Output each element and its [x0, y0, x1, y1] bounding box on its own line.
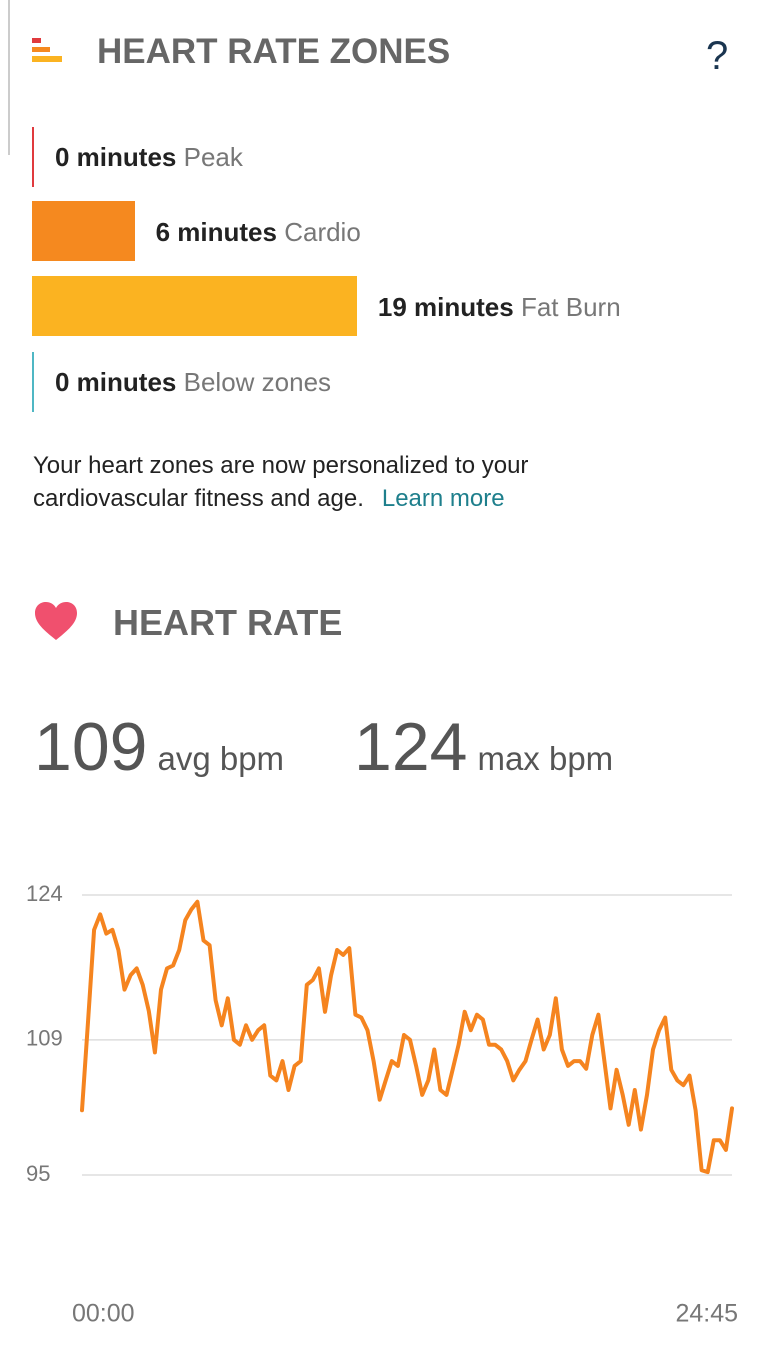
zone-minutes: 0 minutes [55, 142, 177, 172]
section-title: HEART RATE ZONES [97, 32, 451, 71]
zone-name: Below zones [183, 367, 332, 397]
zones-icon [32, 38, 62, 62]
zone-label: 0 minutes Peak [55, 142, 243, 173]
zone-label: 0 minutes Below zones [55, 367, 331, 398]
zone-minutes: 0 minutes [55, 367, 177, 397]
x-tick-label: 24:45 [675, 1300, 738, 1328]
y-tick-label: 124 [26, 881, 63, 906]
zone-name: Fat Burn [520, 292, 621, 322]
heart-rate-line [80, 899, 734, 1175]
x-tick-label: 00:00 [72, 1300, 135, 1328]
stat: 109 avg bpm [34, 708, 284, 786]
zone-label: 19 minutes Fat Burn [378, 292, 621, 323]
stat-value: 124 [354, 709, 468, 785]
zone-minutes: 19 minutes [377, 292, 514, 322]
stat: 124 max bpm [354, 708, 613, 786]
stat-value: 109 [34, 709, 148, 785]
help-button[interactable]: ? [706, 34, 729, 78]
zone-bar [32, 201, 135, 261]
zone-bar [32, 352, 34, 412]
chart: 95 109 124 00:00 24:45 [26, 881, 738, 1328]
zone-minutes: 6 minutes [155, 217, 277, 247]
stat-unit: max bpm [477, 740, 614, 777]
note: Your heart zones are now personalized to… [33, 449, 633, 515]
zone-bar [32, 127, 34, 187]
zone-label: 6 minutes Cardio [156, 217, 361, 248]
stat-unit: avg bpm [157, 740, 285, 777]
zone-name: Cardio [284, 217, 361, 247]
edge [8, 0, 10, 155]
heart-icon [35, 602, 77, 640]
note-text: Your heart zones are now personalized to… [33, 452, 529, 512]
learn-more-link[interactable]: Learn more [381, 485, 505, 512]
y-tick-label: 95 [26, 1161, 50, 1186]
section-title: HEART RATE [113, 602, 343, 643]
y-tick-label: 109 [26, 1026, 63, 1051]
zone-bar [32, 276, 357, 336]
zone-name: Peak [183, 142, 243, 172]
